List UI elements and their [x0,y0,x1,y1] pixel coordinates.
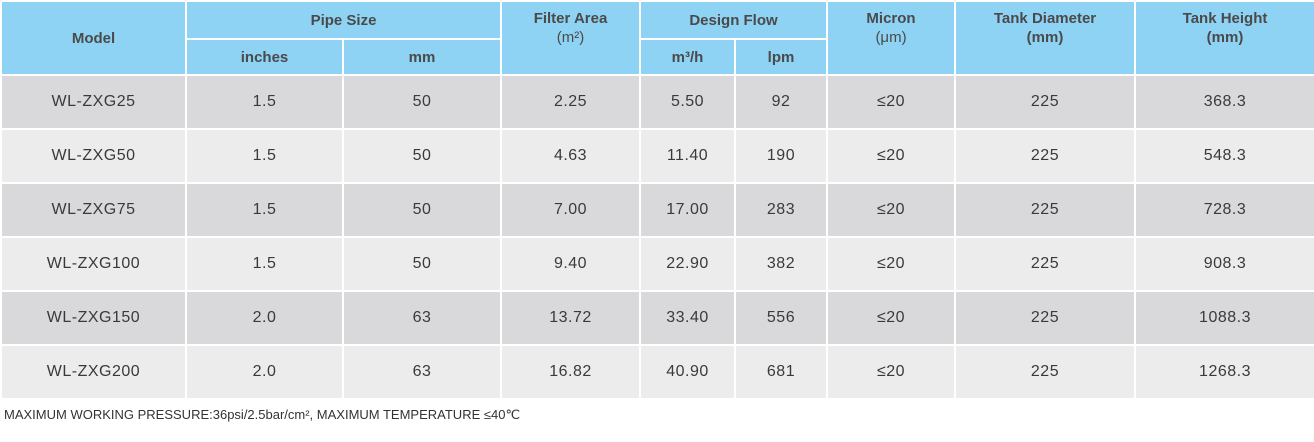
header-design-flow: Design Flow [639,0,829,40]
header-tank-diameter-label: Tank Diameter [993,10,1097,27]
header-filter-area-label: Filter Area [533,10,608,27]
spec-table: Model Pipe Size Filter Area (m²) Design … [0,0,1314,400]
cell-model: WL-ZXG150 [0,290,187,346]
cell-micron: ≤20 [826,74,957,130]
cell-m3h: 22.90 [639,236,737,292]
cell-micron: ≤20 [826,344,957,400]
table-row: WL-ZXG25 1.5 50 2.25 5.50 92 ≤20 225 368.3 [0,74,1314,130]
cell-diameter: 225 [954,344,1137,400]
cell-model: WL-ZXG100 [0,236,187,292]
header-tank-diameter: Tank Diameter (mm) [954,0,1137,76]
cell-height: 368.3 [1134,74,1314,130]
table-row: WL-ZXG100 1.5 50 9.40 22.90 382 ≤20 225 908.3 [0,236,1314,292]
header-mm: mm [341,38,503,76]
cell-model: WL-ZXG25 [0,74,187,130]
cell-mm: 63 [341,290,503,346]
header-filter-area-unit: (m²) [556,29,585,46]
footnote: MAXIMUM WORKING PRESSURE:36psi/2.5bar/cm… [4,407,521,422]
cell-model: WL-ZXG50 [0,128,187,184]
header-micron: Micron (μm) [826,0,957,76]
cell-diameter: 225 [954,74,1137,130]
cell-inches: 2.0 [185,290,344,346]
header-m3h: m³/h [639,38,737,76]
cell-diameter: 225 [954,236,1137,292]
table-row: WL-ZXG150 2.0 63 13.72 33.40 556 ≤20 225 1088.3 [0,290,1314,346]
cell-micron: ≤20 [826,290,957,346]
cell-m3h: 33.40 [639,290,737,346]
cell-lpm: 382 [734,236,829,292]
cell-inches: 1.5 [185,182,344,238]
header-model: Model [0,0,187,76]
cell-diameter: 225 [954,128,1137,184]
cell-m3h: 17.00 [639,182,737,238]
cell-model: WL-ZXG200 [0,344,187,400]
cell-lpm: 556 [734,290,829,346]
cell-mm: 50 [341,236,503,292]
cell-area: 2.25 [500,74,642,130]
cell-area: 4.63 [500,128,642,184]
cell-inches: 1.5 [185,74,344,130]
cell-area: 9.40 [500,236,642,292]
cell-m3h: 40.90 [639,344,737,400]
header-filter-area: Filter Area (m²) [500,0,642,76]
header-tank-diameter-unit: (mm) [1026,29,1064,46]
table-row: WL-ZXG75 1.5 50 7.00 17.00 283 ≤20 225 728.3 [0,182,1314,238]
cell-micron: ≤20 [826,236,957,292]
cell-micron: ≤20 [826,128,957,184]
cell-inches: 1.5 [185,128,344,184]
cell-m3h: 5.50 [639,74,737,130]
header-micron-unit: (μm) [875,29,907,46]
header-micron-label: Micron [866,10,916,27]
table-header: Model Pipe Size Filter Area (m²) Design … [0,0,1314,76]
cell-lpm: 283 [734,182,829,238]
cell-area: 7.00 [500,182,642,238]
table-body: WL-ZXG25 1.5 50 2.25 5.50 92 ≤20 225 368.3 WL-ZXG… [0,74,1314,400]
cell-area: 16.82 [500,344,642,400]
header-tank-height: Tank Height (mm) [1134,0,1314,76]
cell-lpm: 681 [734,344,829,400]
header-tank-height-unit: (mm) [1206,29,1244,46]
cell-height: 1088.3 [1134,290,1314,346]
cell-height: 1268.3 [1134,344,1314,400]
cell-micron: ≤20 [826,182,957,238]
header-lpm: lpm [734,38,829,76]
cell-height: 908.3 [1134,236,1314,292]
cell-lpm: 92 [734,74,829,130]
header-pipe-size: Pipe Size [184,0,503,40]
cell-inches: 1.5 [185,236,344,292]
cell-diameter: 225 [954,290,1137,346]
cell-inches: 2.0 [185,344,344,400]
cell-lpm: 190 [734,128,829,184]
cell-mm: 50 [341,74,503,130]
cell-mm: 63 [341,344,503,400]
cell-mm: 50 [341,128,503,184]
header-tank-height-label: Tank Height [1182,10,1268,27]
cell-m3h: 11.40 [639,128,737,184]
cell-diameter: 225 [954,182,1137,238]
cell-area: 13.72 [500,290,642,346]
cell-mm: 50 [341,182,503,238]
header-inches: inches [185,38,344,76]
cell-model: WL-ZXG75 [0,182,187,238]
cell-height: 548.3 [1134,128,1314,184]
table-row: WL-ZXG200 2.0 63 16.82 40.90 681 ≤20 225 1268.3 [0,344,1314,400]
cell-height: 728.3 [1134,182,1314,238]
table-row: WL-ZXG50 1.5 50 4.63 11.40 190 ≤20 225 548.3 [0,128,1314,184]
